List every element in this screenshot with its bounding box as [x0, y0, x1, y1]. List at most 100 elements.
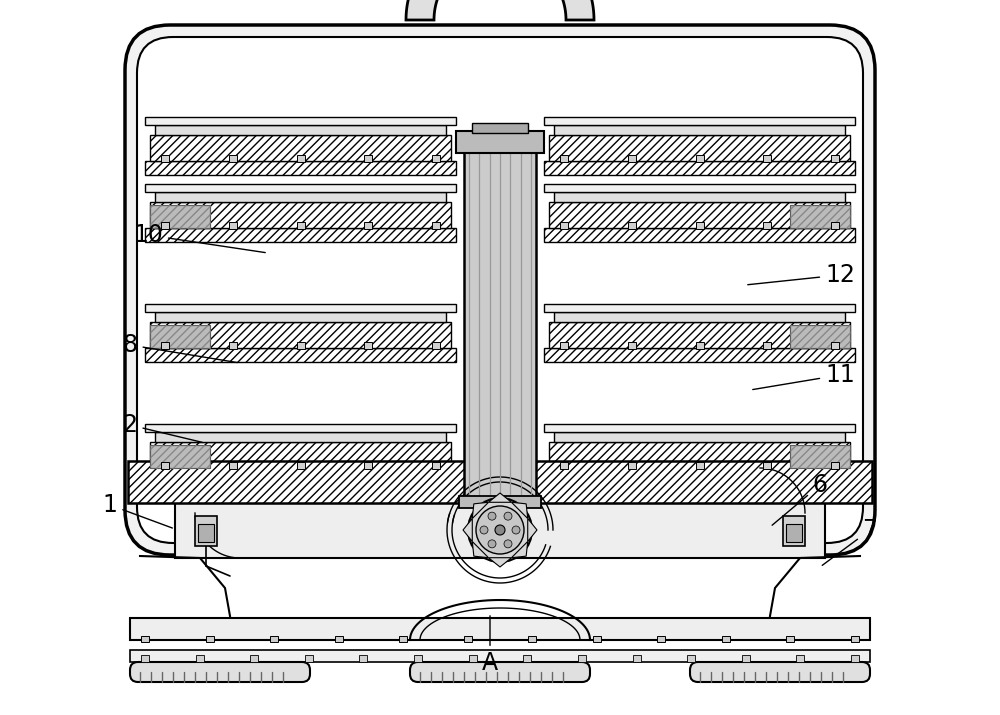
Bar [229, 222, 237, 229]
Bar [790, 445, 850, 468]
Polygon shape [472, 541, 489, 558]
Bar [364, 462, 372, 469]
Bar [145, 117, 456, 125]
Bar [229, 155, 237, 162]
Bar [305, 655, 313, 662]
Bar [722, 636, 730, 642]
Bar [145, 184, 456, 192]
Polygon shape [511, 541, 528, 558]
Circle shape [476, 506, 524, 554]
Text: 10: 10 [133, 223, 265, 252]
Bar [130, 618, 870, 640]
Bar [831, 222, 839, 229]
Bar [544, 184, 855, 192]
Bar [831, 155, 839, 162]
Bar [161, 155, 169, 162]
Polygon shape [489, 493, 511, 502]
Bar [141, 636, 149, 642]
Bar [145, 424, 456, 432]
Text: 6: 6 [772, 473, 828, 526]
Bar [297, 155, 305, 162]
Bar [150, 325, 210, 348]
Bar [195, 516, 217, 546]
Polygon shape [790, 325, 850, 348]
Bar [364, 155, 372, 162]
Bar [161, 462, 169, 469]
Bar [687, 655, 695, 662]
Bar [399, 636, 407, 642]
Text: A: A [482, 616, 498, 675]
Circle shape [468, 498, 532, 562]
Bar [633, 655, 641, 662]
FancyBboxPatch shape [690, 662, 870, 682]
Bar [270, 636, 278, 642]
Bar [544, 161, 855, 175]
Bar [544, 304, 855, 312]
Bar [469, 655, 477, 662]
Bar [128, 461, 872, 503]
Polygon shape [790, 445, 850, 468]
Bar [523, 655, 531, 662]
Bar [459, 496, 541, 508]
Bar [432, 462, 440, 469]
Bar [432, 342, 440, 349]
Circle shape [504, 540, 512, 548]
Bar [145, 304, 456, 312]
Bar [206, 636, 214, 642]
Bar [593, 636, 601, 642]
Polygon shape [472, 502, 489, 518]
Bar [155, 432, 446, 442]
FancyBboxPatch shape [125, 25, 875, 555]
Bar [145, 161, 456, 175]
Bar [198, 524, 214, 542]
Bar [456, 131, 544, 153]
Bar [554, 125, 845, 135]
Text: 8: 8 [122, 333, 237, 363]
Bar [831, 462, 839, 469]
Bar [432, 155, 440, 162]
Polygon shape [528, 518, 537, 541]
Bar [544, 424, 855, 432]
Bar [150, 442, 451, 468]
Bar [628, 155, 636, 162]
Bar [297, 462, 305, 469]
Bar [796, 655, 804, 662]
Bar [364, 222, 372, 229]
Circle shape [495, 525, 505, 535]
Polygon shape [511, 502, 528, 518]
Bar [763, 342, 771, 349]
Bar [696, 462, 704, 469]
Bar [554, 432, 845, 442]
Bar [544, 468, 855, 482]
Text: 11: 11 [753, 363, 855, 390]
Bar [851, 655, 859, 662]
Bar [544, 348, 855, 362]
Bar [229, 342, 237, 349]
Bar [742, 655, 750, 662]
Bar [297, 222, 305, 229]
Bar [696, 342, 704, 349]
Bar [297, 342, 305, 349]
Bar [657, 636, 665, 642]
Bar [335, 636, 343, 642]
Bar [145, 468, 456, 482]
Bar [831, 342, 839, 349]
Bar [161, 222, 169, 229]
Bar [150, 205, 210, 228]
FancyBboxPatch shape [410, 662, 590, 682]
Bar [464, 636, 472, 642]
Bar [786, 636, 794, 642]
Bar [544, 228, 855, 242]
Bar [549, 442, 850, 468]
Polygon shape [790, 205, 850, 228]
Polygon shape [406, 0, 594, 20]
Polygon shape [489, 558, 511, 567]
Bar [554, 312, 845, 322]
Bar [155, 312, 446, 322]
Bar [549, 202, 850, 228]
Bar [578, 655, 586, 662]
Bar [175, 503, 825, 558]
Bar [472, 123, 528, 133]
Bar [851, 636, 859, 642]
Text: 2: 2 [123, 413, 202, 443]
